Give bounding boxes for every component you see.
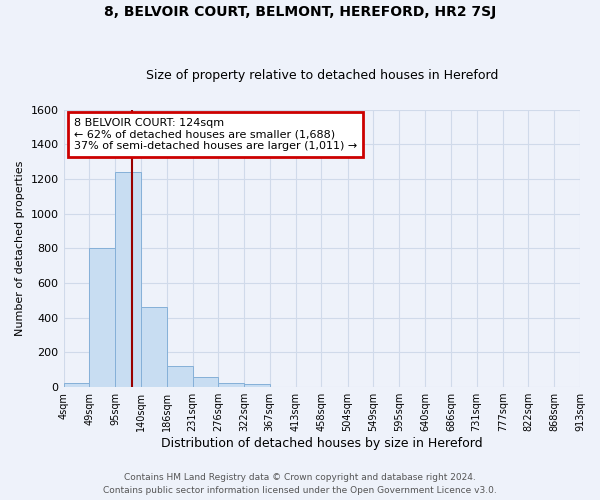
- Bar: [141, 308, 167, 387]
- Bar: [244, 384, 270, 387]
- Bar: [167, 366, 193, 387]
- Text: 8 BELVOIR COURT: 124sqm
← 62% of detached houses are smaller (1,688)
37% of semi: 8 BELVOIR COURT: 124sqm ← 62% of detache…: [74, 118, 357, 151]
- Bar: [115, 172, 141, 387]
- Text: Contains HM Land Registry data © Crown copyright and database right 2024.
Contai: Contains HM Land Registry data © Crown c…: [103, 474, 497, 495]
- Y-axis label: Number of detached properties: Number of detached properties: [15, 160, 25, 336]
- Bar: [193, 376, 218, 387]
- Bar: [218, 382, 244, 387]
- Text: 8, BELVOIR COURT, BELMONT, HEREFORD, HR2 7SJ: 8, BELVOIR COURT, BELMONT, HEREFORD, HR2…: [104, 5, 496, 19]
- X-axis label: Distribution of detached houses by size in Hereford: Distribution of detached houses by size …: [161, 437, 482, 450]
- Bar: [64, 382, 89, 387]
- Bar: [89, 248, 115, 387]
- Title: Size of property relative to detached houses in Hereford: Size of property relative to detached ho…: [146, 69, 498, 82]
